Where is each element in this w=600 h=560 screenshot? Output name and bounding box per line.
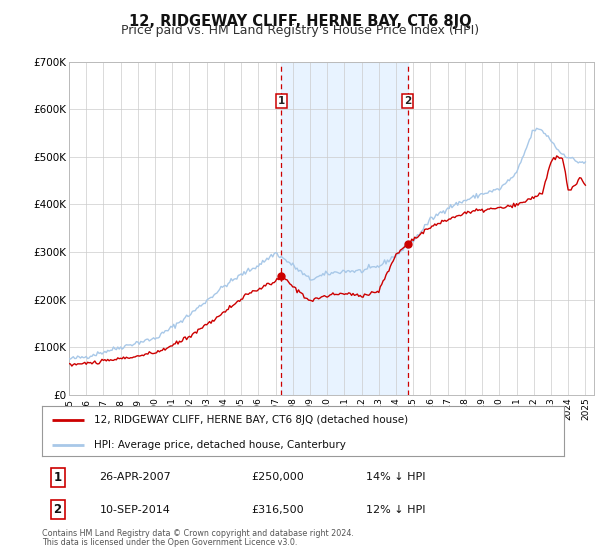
Text: £250,000: £250,000 [251, 473, 304, 482]
Text: Price paid vs. HM Land Registry's House Price Index (HPI): Price paid vs. HM Land Registry's House … [121, 24, 479, 37]
Text: 12, RIDGEWAY CLIFF, HERNE BAY, CT6 8JQ (detached house): 12, RIDGEWAY CLIFF, HERNE BAY, CT6 8JQ (… [94, 415, 409, 425]
Text: 12, RIDGEWAY CLIFF, HERNE BAY, CT6 8JQ: 12, RIDGEWAY CLIFF, HERNE BAY, CT6 8JQ [128, 14, 472, 29]
Text: 2: 2 [404, 96, 412, 106]
Text: 14% ↓ HPI: 14% ↓ HPI [365, 473, 425, 482]
Text: 10-SEP-2014: 10-SEP-2014 [100, 505, 170, 515]
Text: 12% ↓ HPI: 12% ↓ HPI [365, 505, 425, 515]
Text: Contains HM Land Registry data © Crown copyright and database right 2024.: Contains HM Land Registry data © Crown c… [42, 529, 354, 538]
Text: 1: 1 [277, 96, 284, 106]
Text: 1: 1 [53, 471, 62, 484]
Text: HPI: Average price, detached house, Canterbury: HPI: Average price, detached house, Cant… [94, 440, 346, 450]
Bar [281, 62, 408, 395]
Text: This data is licensed under the Open Government Licence v3.0.: This data is licensed under the Open Gov… [42, 538, 298, 547]
Text: 2: 2 [53, 503, 62, 516]
Text: £316,500: £316,500 [251, 505, 304, 515]
Text: 26-APR-2007: 26-APR-2007 [100, 473, 171, 482]
